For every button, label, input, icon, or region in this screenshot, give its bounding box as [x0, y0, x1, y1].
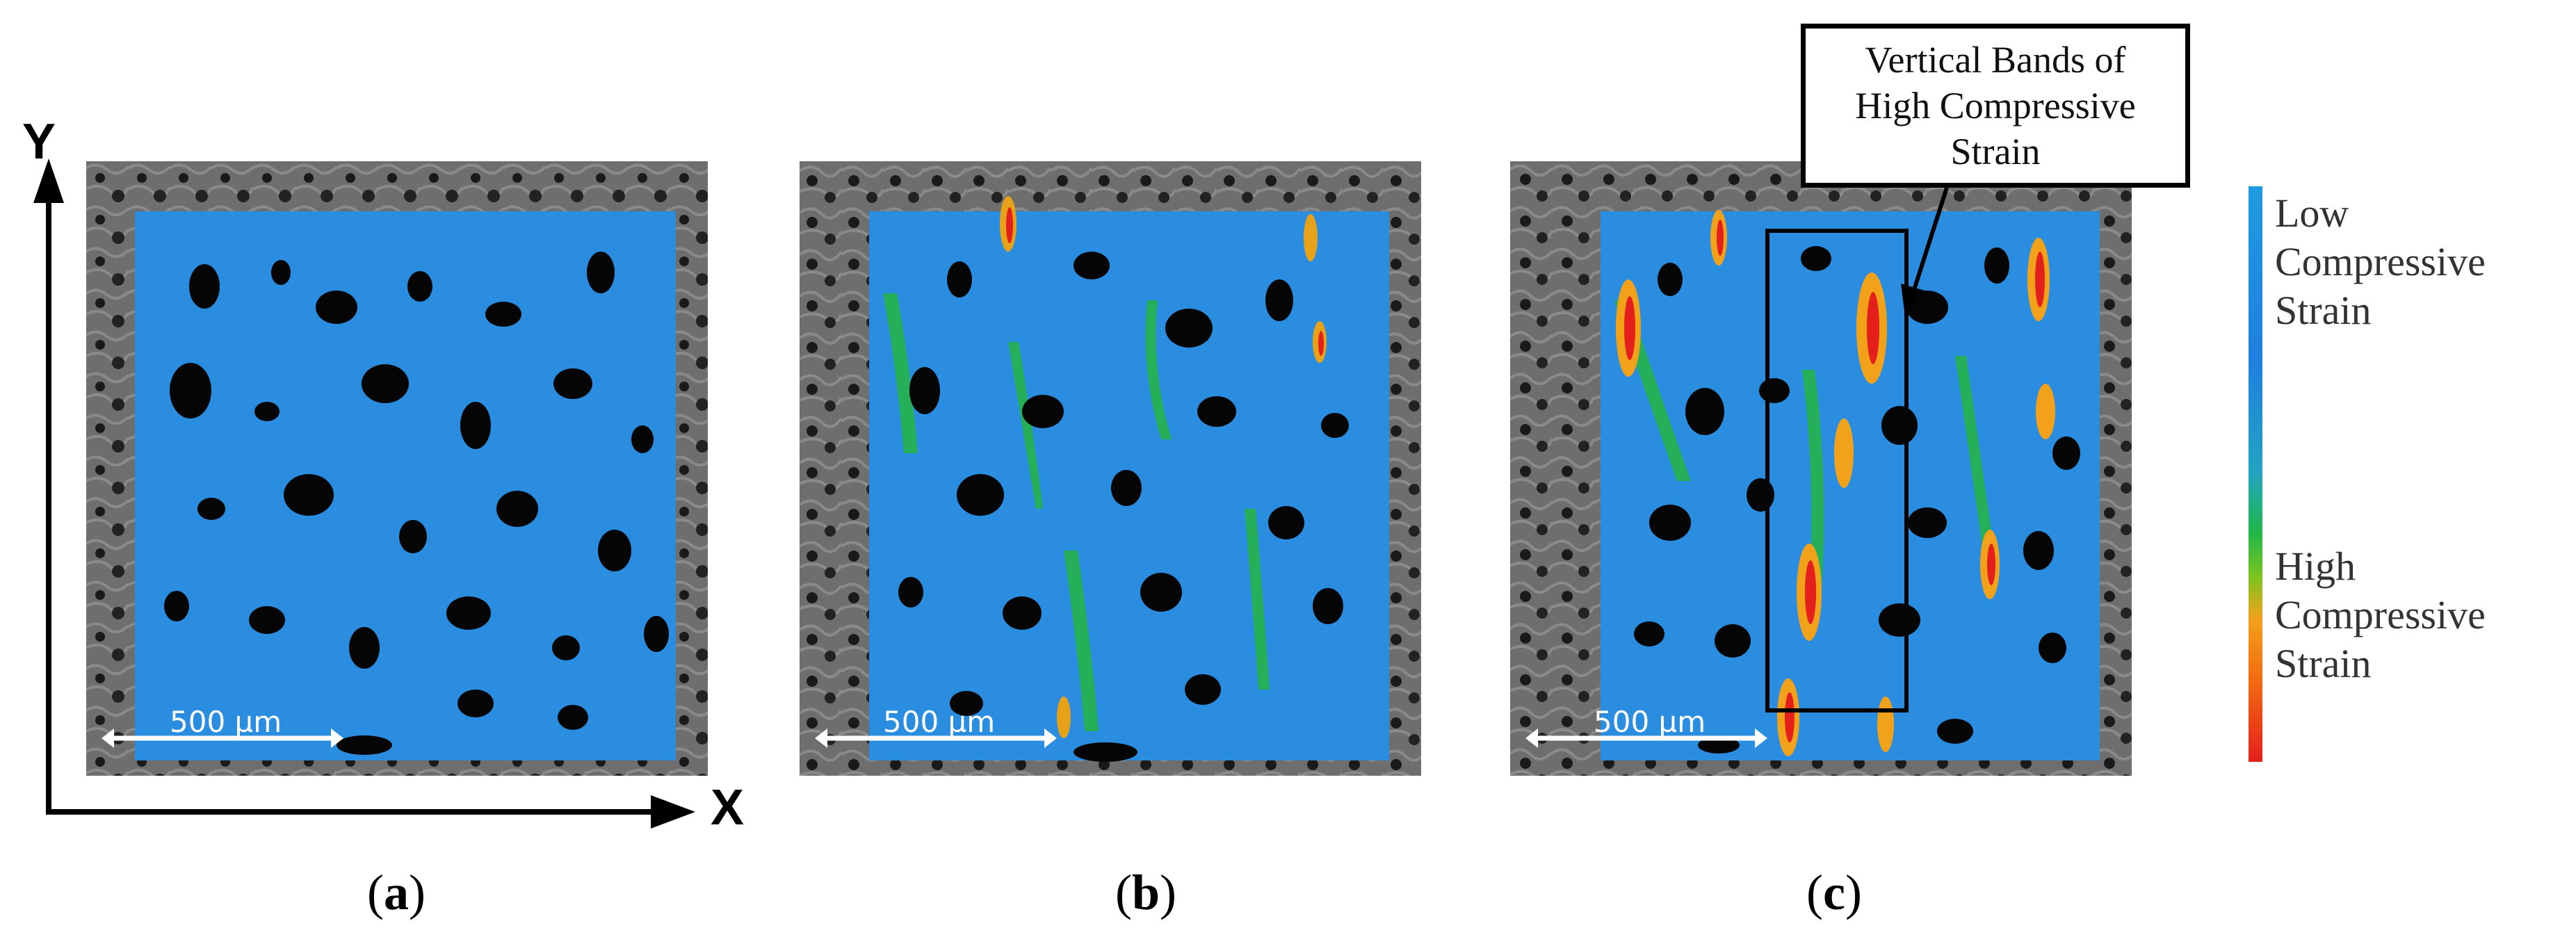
- legend-high-line-1: High: [2275, 544, 2356, 589]
- caption-c-letter: c: [1823, 865, 1845, 920]
- legend-low-label: Low Compressive Strain: [2275, 189, 2486, 335]
- scale-bar-arrow: [815, 728, 1057, 748]
- legend-high-line-3: Strain: [2275, 641, 2372, 686]
- legend-low-line-1: Low: [2275, 190, 2349, 236]
- strain-map-a: [86, 161, 708, 776]
- caption-a: (a): [367, 865, 426, 920]
- callout-line-1: Vertical Bands of: [1865, 39, 2126, 81]
- callout-line-2: High Compressive: [1855, 85, 2136, 127]
- callout-box: Vertical Bands of High Compressive Strai…: [1801, 24, 2190, 188]
- legend-high-line-2: Compressive: [2275, 592, 2486, 637]
- micrograph-panel-c: 500 µm: [1510, 161, 2132, 776]
- strain-legend: Low Compressive Strain High Compressive …: [2239, 174, 2566, 772]
- callout-line-3: Strain: [1950, 131, 2041, 172]
- y-axis-label: Y: [22, 114, 56, 170]
- caption-b: (b): [1115, 865, 1176, 920]
- legend-low-line-2: Compressive: [2275, 239, 2486, 284]
- highlight-rectangle: [1765, 229, 1909, 712]
- x-axis-label: X: [711, 780, 745, 836]
- scale-bar-b: 500 µm: [813, 703, 1058, 748]
- color-scale-bar: [2249, 186, 2262, 762]
- scale-bar-arrow: [102, 728, 343, 748]
- scale-bar-label: 500 µm: [883, 705, 996, 739]
- strain-map-c: [1510, 161, 2132, 776]
- legend-high-label: High Compressive Strain: [2275, 542, 2486, 688]
- strain-map-b: [800, 161, 1421, 776]
- scale-bar-label: 500 µm: [170, 705, 282, 739]
- scale-bar-label: 500 µm: [1594, 705, 1706, 739]
- caption-b-letter: b: [1131, 865, 1160, 920]
- scale-bar-c: 500 µm: [1524, 703, 1769, 748]
- caption-a-letter: a: [384, 865, 409, 920]
- legend-low-line-3: Strain: [2275, 288, 2372, 333]
- caption-c: (c): [1806, 865, 1862, 920]
- micrograph-panel-a: 500 µm: [86, 161, 708, 776]
- micrograph-panel-b: 500 µm: [800, 161, 1421, 776]
- scale-bar-arrow: [1525, 728, 1767, 748]
- scale-bar-a: 500 µm: [100, 703, 345, 748]
- x-axis-arrowhead: [651, 795, 695, 829]
